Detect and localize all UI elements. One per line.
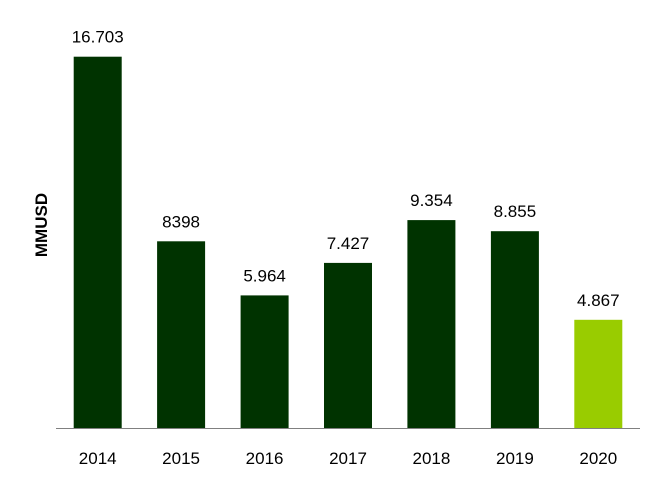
data-labels-group: 16.703 8398 5.964 7.427 9.354 8.855 4.867 <box>72 28 620 310</box>
x-tick-label-2015: 2015 <box>162 449 200 468</box>
x-tick-label-2017: 2017 <box>329 449 367 468</box>
bar-2017 <box>324 262 372 428</box>
bar-2018 <box>407 220 456 428</box>
bar-2019 <box>490 231 539 428</box>
bar-2020 <box>574 319 623 428</box>
data-label-2016: 5.964 <box>243 266 286 285</box>
data-label-2019: 8.855 <box>494 202 537 221</box>
x-tick-label-2016: 2016 <box>246 449 284 468</box>
bar-2014 <box>73 56 122 428</box>
x-tick-labels-group: 2014 2015 2016 2017 2018 2019 2020 <box>79 449 617 468</box>
bar-2015 <box>157 241 206 428</box>
x-tick-label-2019: 2019 <box>496 449 534 468</box>
data-label-2020: 4.867 <box>577 291 620 310</box>
bar-2016 <box>240 295 289 428</box>
bars-group <box>73 56 623 428</box>
data-label-2018: 9.354 <box>410 191 453 210</box>
y-axis-title: MMUSD <box>32 193 51 257</box>
data-label-2017: 7.427 <box>327 234 370 253</box>
data-label-2014: 16.703 <box>72 28 124 47</box>
data-label-2015: 8398 <box>162 212 200 231</box>
x-tick-label-2018: 2018 <box>412 449 450 468</box>
x-tick-label-2020: 2020 <box>579 449 617 468</box>
x-tick-label-2014: 2014 <box>79 449 117 468</box>
